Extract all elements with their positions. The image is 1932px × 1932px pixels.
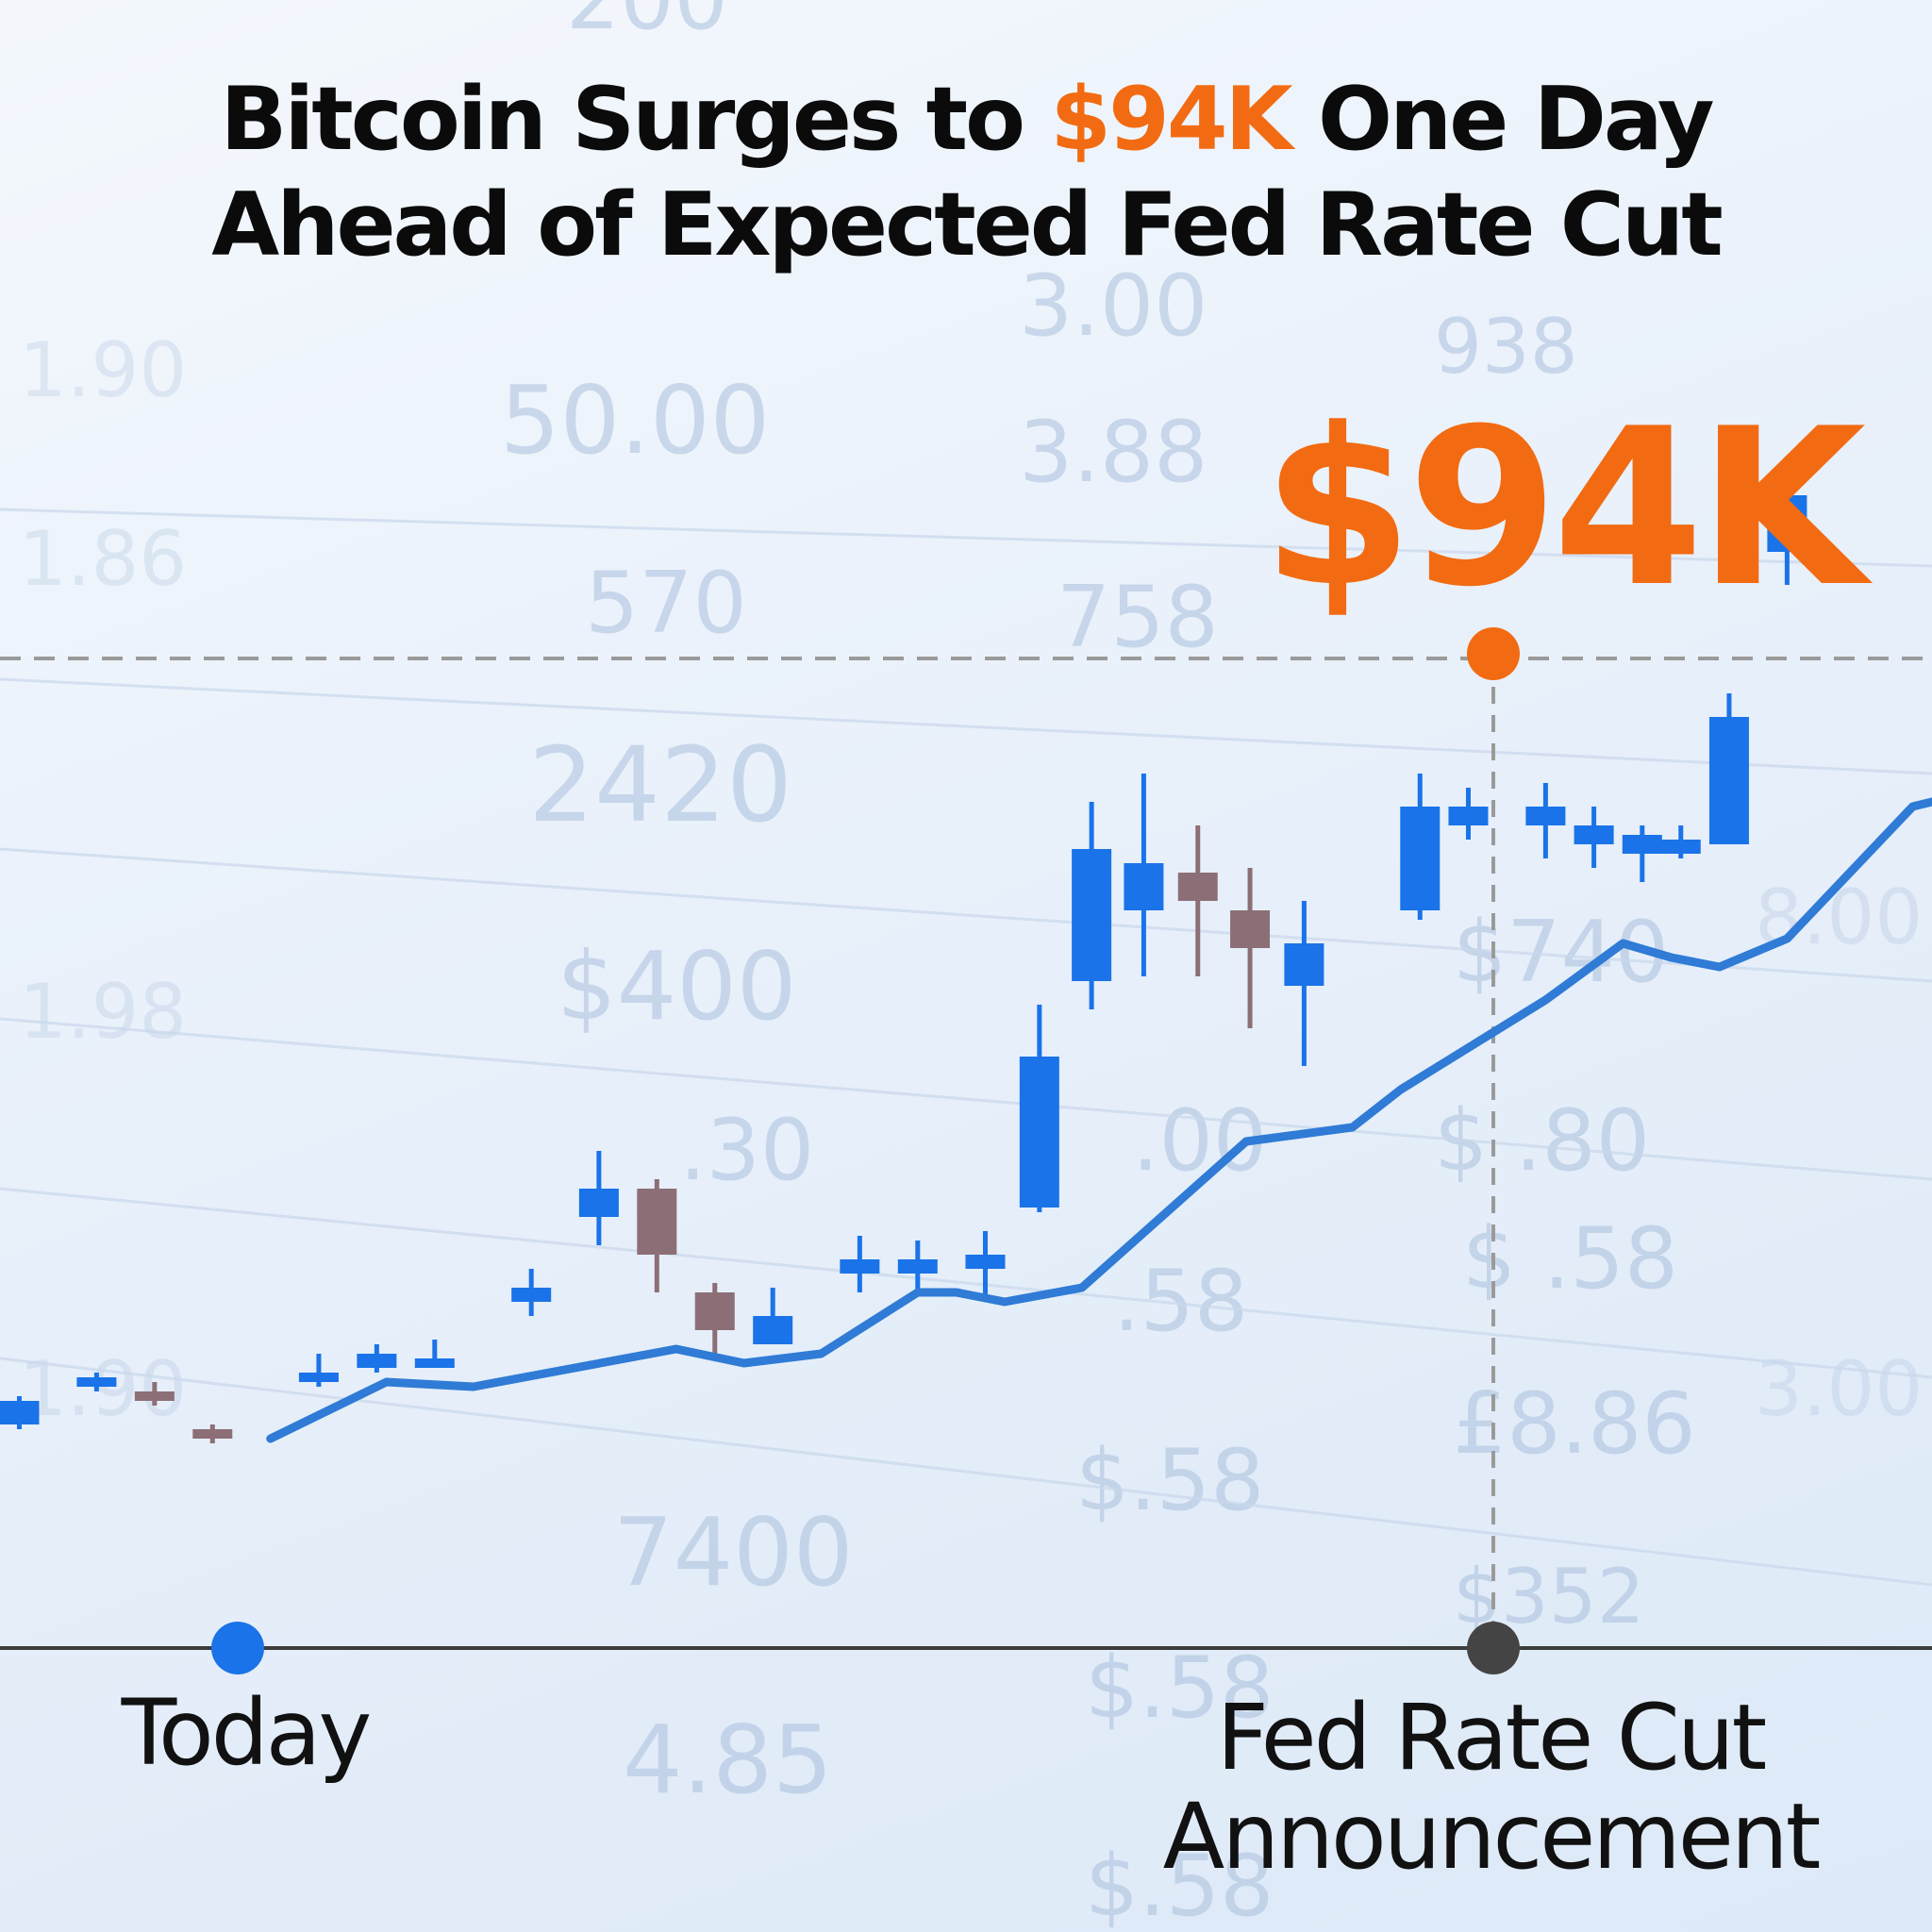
svg-text:1.86: 1.86	[19, 515, 187, 603]
price-callout: $94K	[1261, 383, 1866, 635]
trend-line	[266, 797, 1932, 1443]
svg-text:$.58: $.58	[1085, 1837, 1274, 1932]
headline: Bitcoin Surges to $94K One Day Ahead of …	[0, 66, 1932, 277]
candle-body	[1767, 495, 1807, 552]
candle-body	[76, 1377, 117, 1387]
candle-body	[192, 1429, 233, 1439]
candle-body	[694, 1292, 735, 1330]
candle-body	[511, 1288, 552, 1302]
candle-body	[1660, 840, 1701, 854]
headline-line-1: Bitcoin Surges to $94K One Day	[0, 66, 1932, 172]
svg-text:1.90: 1.90	[19, 1345, 187, 1433]
svg-text:7400: 7400	[613, 1497, 854, 1607]
fed-marker	[1467, 1622, 1520, 1674]
candle-body	[840, 1259, 880, 1274]
candle-body	[298, 1373, 339, 1382]
headline-line-2: Ahead of Expected Fed Rate Cut	[211, 174, 1723, 275]
svg-text:$ .58: $ .58	[1462, 1209, 1678, 1308]
candle-body	[134, 1391, 175, 1401]
fed-rate-cut-label: Fed Rate Cut Announcement	[1162, 1685, 1822, 1890]
candle-body	[1124, 863, 1164, 910]
svg-text:50.00: 50.00	[500, 365, 770, 475]
candle-body	[357, 1354, 397, 1368]
candle-body	[1448, 807, 1489, 825]
candle-body	[1072, 849, 1112, 981]
candle-body	[965, 1255, 1006, 1269]
svg-text:$400: $400	[557, 931, 797, 1041]
svg-text:.58: .58	[1113, 1252, 1248, 1351]
candle-body	[1708, 717, 1749, 844]
candle-body	[1400, 807, 1441, 910]
candle-body	[1525, 807, 1566, 825]
candle-body	[1230, 910, 1271, 948]
svg-text:.30: .30	[679, 1101, 814, 1200]
svg-text:3.00: 3.00	[1019, 257, 1208, 356]
candle-body	[637, 1189, 677, 1255]
peak-marker	[1467, 627, 1520, 680]
svg-text:3.00: 3.00	[1755, 1345, 1923, 1433]
svg-text:758: 758	[1057, 568, 1219, 667]
today-marker	[211, 1622, 264, 1674]
candle-body	[1284, 943, 1324, 986]
svg-text:$.58: $.58	[1085, 1639, 1274, 1738]
svg-text:938: 938	[1434, 303, 1578, 391]
headline-text-end: One Day	[1290, 68, 1714, 170]
svg-text:570: 570	[585, 554, 747, 653]
svg-text:1.98: 1.98	[19, 968, 187, 1056]
candle-body	[1177, 873, 1218, 901]
svg-text:200: 200	[566, 0, 728, 49]
candle-body	[897, 1259, 938, 1274]
candle-body	[1019, 1057, 1059, 1208]
svg-text:1.90: 1.90	[19, 326, 187, 414]
svg-text:3.88: 3.88	[1019, 403, 1208, 502]
candle-body	[753, 1316, 793, 1344]
today-label: Today	[121, 1680, 373, 1786]
candle-body	[578, 1189, 619, 1217]
candle-body	[1574, 825, 1614, 844]
headline-text: Bitcoin Surges to	[220, 68, 1051, 170]
svg-text:4.85: 4.85	[623, 1705, 833, 1815]
candle-body	[414, 1358, 455, 1368]
candle-body	[0, 1401, 40, 1424]
headline-price: $94K	[1050, 68, 1292, 170]
svg-text:$.58: $.58	[1075, 1431, 1264, 1530]
candle-body	[1622, 835, 1662, 854]
svg-text:2420: 2420	[528, 724, 792, 845]
